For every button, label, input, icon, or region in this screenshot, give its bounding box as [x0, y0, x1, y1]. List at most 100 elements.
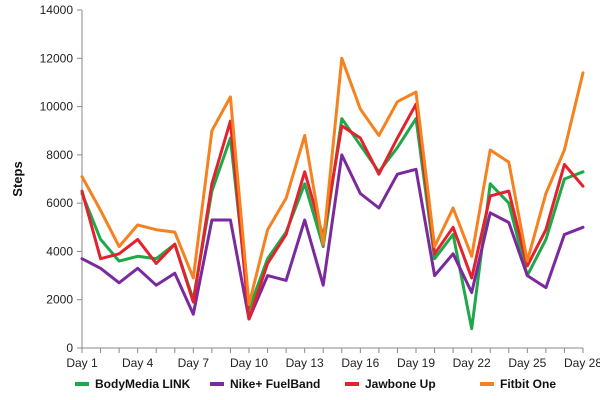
legend-label-jawbone-up: Jawbone Up [365, 377, 436, 391]
data-point-nike-fuelband [396, 173, 399, 176]
data-point-jawbone-up [173, 243, 176, 246]
data-point-fitbit-one [359, 107, 362, 110]
data-point-jawbone-up [155, 262, 158, 265]
data-point-bodymedia-link [303, 182, 306, 185]
y-tick-label: 4000 [46, 244, 73, 258]
data-point-fitbit-one [266, 228, 269, 231]
series-line-fitbit-one [80, 56, 585, 306]
data-point-jawbone-up [81, 190, 84, 193]
data-point-bodymedia-link [340, 117, 343, 120]
data-point-fitbit-one [229, 95, 232, 98]
data-point-jawbone-up [303, 170, 306, 173]
x-tick-label: Day 25 [508, 356, 546, 370]
data-point-fitbit-one [340, 57, 343, 60]
data-point-fitbit-one [377, 134, 380, 137]
data-point-jawbone-up [340, 124, 343, 127]
data-point-nike-fuelband [526, 274, 529, 277]
data-point-jawbone-up [396, 136, 399, 139]
data-point-jawbone-up [526, 264, 529, 267]
data-point-nike-fuelband [285, 279, 288, 282]
data-point-fitbit-one [322, 243, 325, 246]
data-point-nike-fuelband [266, 274, 269, 277]
data-point-fitbit-one [155, 228, 158, 231]
x-tick-label: Day 4 [122, 356, 154, 370]
data-point-bodymedia-link [507, 202, 510, 205]
data-point-fitbit-one [582, 71, 585, 74]
data-point-nike-fuelband [433, 274, 436, 277]
data-point-jawbone-up [266, 262, 269, 265]
x-tick-label: Day 13 [286, 356, 324, 370]
data-point-nike-fuelband [544, 286, 547, 289]
data-point-fitbit-one [470, 255, 473, 258]
data-point-fitbit-one [192, 276, 195, 279]
data-point-jawbone-up [192, 301, 195, 304]
data-point-fitbit-one [526, 260, 529, 263]
legend-label-nike-fuelband: Nike+ FuelBand [230, 377, 320, 391]
data-point-jawbone-up [248, 318, 251, 321]
y-tick-label: 10000 [40, 100, 74, 114]
data-point-jawbone-up [136, 238, 139, 241]
data-point-nike-fuelband [563, 233, 566, 236]
data-point-bodymedia-link [582, 170, 585, 173]
series-line-nike-fuelband [80, 153, 585, 321]
legend-label-fitbit-one: Fitbit One [500, 377, 556, 391]
y-tick-label: 0 [66, 341, 73, 355]
data-point-fitbit-one [563, 149, 566, 152]
data-point-bodymedia-link [118, 260, 121, 263]
y-tick-label: 8000 [46, 148, 73, 162]
data-point-fitbit-one [303, 134, 306, 137]
legend-label-bodymedia-link: BodyMedia LINK [95, 377, 191, 391]
data-point-bodymedia-link [359, 144, 362, 147]
axes: 0 2000 4000 6000 8000 10000 12000 14000 Day 1 Day… [10, 3, 600, 370]
data-point-bodymedia-link [470, 327, 473, 330]
data-point-nike-fuelband [470, 291, 473, 294]
data-point-fitbit-one [99, 209, 102, 212]
data-point-nike-fuelband [99, 267, 102, 270]
data-point-bodymedia-link [489, 182, 492, 185]
legend: BodyMedia LINK Nike+ FuelBand Jawbone Up Fi… [75, 377, 556, 391]
series-lines [80, 56, 585, 331]
x-tick-label: Day 7 [178, 356, 210, 370]
data-point-nike-fuelband [322, 284, 325, 287]
data-point-jawbone-up [582, 185, 585, 188]
y-tick-label: 12000 [40, 51, 74, 65]
data-point-fitbit-one [248, 303, 251, 306]
data-point-nike-fuelband [359, 192, 362, 195]
data-point-nike-fuelband [210, 219, 213, 222]
data-point-fitbit-one [415, 91, 418, 94]
data-point-jawbone-up [544, 228, 547, 231]
data-point-fitbit-one [173, 231, 176, 234]
data-point-nike-fuelband [340, 153, 343, 156]
data-point-jawbone-up [99, 257, 102, 260]
data-point-fitbit-one [396, 100, 399, 103]
data-point-nike-fuelband [118, 281, 121, 284]
data-point-nike-fuelband [452, 252, 455, 255]
data-point-nike-fuelband [155, 284, 158, 287]
data-point-fitbit-one [452, 206, 455, 209]
data-point-nike-fuelband [303, 219, 306, 222]
data-point-bodymedia-link [544, 238, 547, 241]
data-point-jawbone-up [285, 233, 288, 236]
data-point-jawbone-up [377, 173, 380, 176]
data-point-jawbone-up [210, 182, 213, 185]
data-point-fitbit-one [210, 129, 213, 132]
x-tick-label: Day 19 [397, 356, 435, 370]
data-point-nike-fuelband [377, 206, 380, 209]
data-point-fitbit-one [507, 161, 510, 164]
data-point-nike-fuelband [136, 267, 139, 270]
data-point-jawbone-up [433, 252, 436, 255]
data-point-jawbone-up [563, 163, 566, 166]
y-axis-title: Steps [10, 161, 25, 196]
data-point-nike-fuelband [81, 257, 84, 260]
x-tick-label: Day 22 [453, 356, 491, 370]
data-point-fitbit-one [433, 245, 436, 248]
x-tick-label: Day 28 [564, 356, 600, 370]
y-tick-label: 2000 [46, 293, 73, 307]
data-point-jawbone-up [470, 276, 473, 279]
data-point-jawbone-up [489, 194, 492, 197]
data-point-fitbit-one [544, 192, 547, 195]
data-point-jawbone-up [359, 136, 362, 139]
data-point-bodymedia-link [433, 257, 436, 260]
